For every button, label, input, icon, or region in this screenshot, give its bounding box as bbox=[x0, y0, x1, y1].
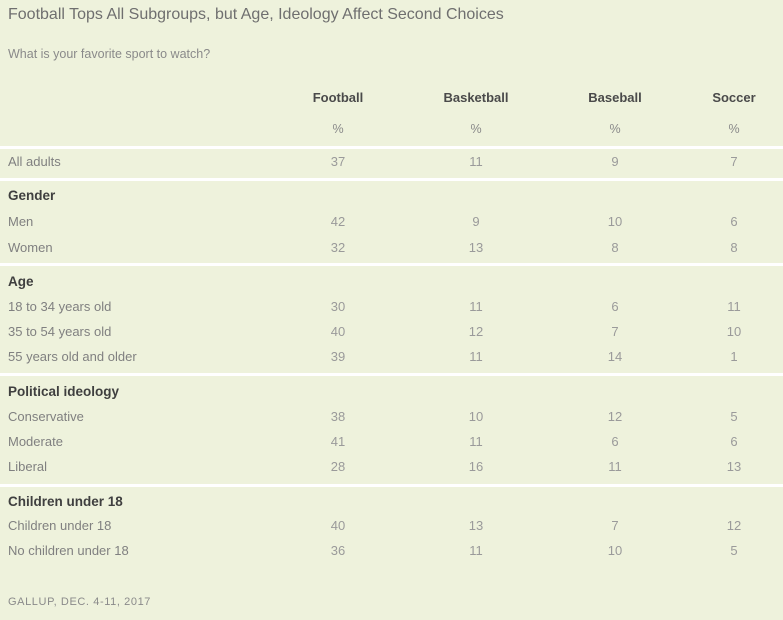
cell-soccer: 6 bbox=[730, 214, 738, 229]
cell-baseball: 9 bbox=[611, 154, 619, 169]
row-label: Children under 18 bbox=[8, 518, 112, 533]
cell-football: 38 bbox=[330, 409, 346, 424]
cell-soccer: 6 bbox=[730, 434, 738, 449]
row-label: No children under 18 bbox=[8, 543, 129, 558]
table-row: 18 to 34 years old 30 11 6 11 bbox=[0, 295, 783, 319]
cell-soccer: 5 bbox=[730, 409, 738, 424]
divider bbox=[0, 484, 783, 487]
table-row: No children under 18 36 11 10 5 bbox=[0, 539, 783, 563]
column-header-baseball: Baseball bbox=[588, 90, 642, 105]
divider bbox=[0, 263, 783, 266]
table-row: All adults 37 11 9 7 bbox=[0, 150, 783, 174]
row-label: Moderate bbox=[8, 434, 63, 449]
cell-baseball: 10 bbox=[607, 214, 623, 229]
cell-basketball: 11 bbox=[469, 299, 483, 314]
cell-football: 36 bbox=[330, 543, 346, 558]
chart-title: Football Tops All Subgroups, but Age, Id… bbox=[8, 6, 504, 23]
cell-baseball: 14 bbox=[607, 349, 623, 364]
cell-soccer: 11 bbox=[727, 299, 741, 314]
table-row: 55 years old and older 39 11 14 1 bbox=[0, 345, 783, 369]
cell-soccer: 10 bbox=[726, 324, 742, 339]
cell-baseball: 8 bbox=[611, 240, 619, 255]
cell-baseball: 6 bbox=[611, 434, 619, 449]
divider bbox=[0, 146, 783, 149]
column-header-soccer: Soccer bbox=[712, 90, 756, 105]
cell-basketball: 11 bbox=[469, 349, 483, 364]
cell-baseball: 7 bbox=[611, 518, 619, 533]
group-label-age: Age bbox=[8, 274, 34, 289]
group-header-row: Children under 18 bbox=[0, 490, 783, 514]
source-note: GALLUP, DEC. 4-11, 2017 bbox=[8, 596, 152, 608]
row-label: Conservative bbox=[8, 409, 84, 424]
divider bbox=[0, 178, 783, 181]
row-label: 35 to 54 years old bbox=[8, 324, 112, 339]
chart-subtitle: What is your favorite sport to watch? bbox=[8, 47, 211, 61]
cell-baseball: 10 bbox=[607, 543, 623, 558]
cell-basketball: 11 bbox=[469, 434, 483, 449]
cell-soccer: 8 bbox=[730, 240, 738, 255]
group-header-row: Political ideology bbox=[0, 380, 783, 404]
column-header-basketball: Basketball bbox=[443, 90, 509, 105]
table-row: Children under 18 40 13 7 12 bbox=[0, 514, 783, 538]
table-row: Liberal 28 16 11 13 bbox=[0, 455, 783, 479]
table-row: Moderate 41 11 6 6 bbox=[0, 430, 783, 454]
cell-football: 42 bbox=[330, 214, 346, 229]
divider bbox=[0, 373, 783, 376]
row-label: 18 to 34 years old bbox=[8, 299, 112, 314]
row-label: 55 years old and older bbox=[8, 349, 137, 364]
column-unit-baseball: % bbox=[609, 122, 621, 136]
table-row: Conservative 38 10 12 5 bbox=[0, 405, 783, 429]
cell-soccer: 1 bbox=[730, 349, 738, 364]
group-header-row: Gender bbox=[0, 184, 783, 208]
cell-soccer: 12 bbox=[726, 518, 742, 533]
cell-soccer: 5 bbox=[730, 543, 738, 558]
cell-football: 39 bbox=[330, 349, 346, 364]
column-header-football: Football bbox=[312, 90, 364, 105]
cell-football: 40 bbox=[330, 324, 346, 339]
cell-football: 28 bbox=[330, 459, 346, 474]
group-label-children-under-18: Children under 18 bbox=[8, 494, 123, 509]
group-label-gender: Gender bbox=[8, 188, 56, 203]
cell-baseball: 6 bbox=[611, 299, 619, 314]
cell-basketball: 13 bbox=[468, 240, 484, 255]
cell-basketball: 10 bbox=[468, 409, 484, 424]
group-label-political-ideology: Political ideology bbox=[8, 384, 120, 399]
cell-baseball: 11 bbox=[608, 459, 622, 474]
cell-basketball: 13 bbox=[468, 518, 484, 533]
row-label: Liberal bbox=[8, 459, 48, 474]
cell-basketball: 9 bbox=[472, 214, 480, 229]
row-label: Men bbox=[8, 214, 34, 229]
row-label: All adults bbox=[8, 154, 61, 169]
row-label: Women bbox=[8, 240, 53, 255]
cell-basketball: 11 bbox=[469, 154, 483, 169]
cell-soccer: 13 bbox=[726, 459, 742, 474]
cell-football: 37 bbox=[330, 154, 346, 169]
cell-football: 32 bbox=[330, 240, 346, 255]
group-header-row: Age bbox=[0, 270, 783, 294]
column-unit-basketball: % bbox=[470, 122, 482, 136]
cell-football: 41 bbox=[330, 434, 346, 449]
column-unit-soccer: % bbox=[728, 122, 740, 136]
cell-basketball: 12 bbox=[468, 324, 484, 339]
table-row: Men 42 9 10 6 bbox=[0, 210, 783, 234]
cell-football: 40 bbox=[330, 518, 346, 533]
cell-basketball: 16 bbox=[468, 459, 484, 474]
cell-soccer: 7 bbox=[730, 154, 738, 169]
table-row: Women 32 13 8 8 bbox=[0, 236, 783, 260]
cell-baseball: 12 bbox=[607, 409, 623, 424]
cell-basketball: 11 bbox=[469, 543, 483, 558]
column-unit-football: % bbox=[332, 122, 344, 136]
table-row: 35 to 54 years old 40 12 7 10 bbox=[0, 320, 783, 344]
cell-baseball: 7 bbox=[611, 324, 619, 339]
cell-football: 30 bbox=[330, 299, 346, 314]
